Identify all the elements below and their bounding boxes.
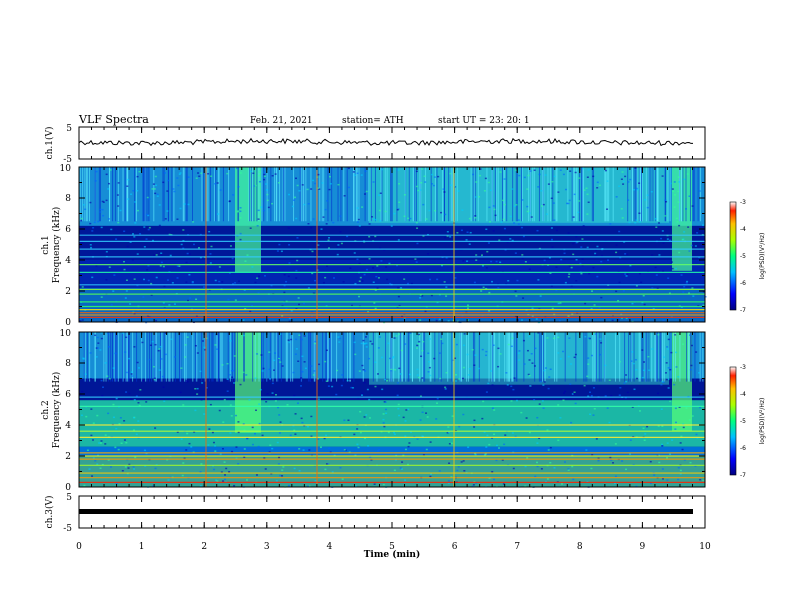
axis-tick-marks xyxy=(78,127,706,528)
ch2-colorbar-label: log(PSD)(V²/Hz) xyxy=(759,398,766,445)
figure-date: Feb. 21, 2021 xyxy=(250,116,313,126)
figure-title: VLF Spectra xyxy=(78,113,149,126)
ch1-tick-10: 10 xyxy=(60,164,72,174)
ch1-ylabel-channel: ch.1 xyxy=(41,235,51,254)
x-tick-label-2: 2 xyxy=(201,542,207,552)
ch2-ylabel-frequency: Frequency (kHz) xyxy=(51,372,62,449)
ch2-spectrogram-image xyxy=(79,332,705,489)
x-tick-label-10: 10 xyxy=(699,542,711,552)
panel-ch1-voltage: 5 -5 ch.1(V) xyxy=(44,124,706,165)
ch1v-tick-top: 5 xyxy=(66,124,72,134)
ch2-cb-tick-m7: -7 xyxy=(740,472,746,479)
ch1v-ylabel: ch.1(V) xyxy=(44,127,55,160)
ch1-ylabel-frequency: Frequency (kHz) xyxy=(51,207,62,284)
panel-ch2-spectrogram: 0 2 4 6 8 10 ch.2 Frequency (kHz) -3 -4 … xyxy=(41,329,766,493)
ch2-tick-10: 10 xyxy=(60,329,72,339)
ch2-tick-0: 0 xyxy=(65,483,71,493)
ch2-tick-6: 6 xyxy=(65,390,71,400)
ch1-spectrogram-image xyxy=(79,167,707,324)
ch1-cb-tick-m6: -6 xyxy=(740,280,746,287)
ch3v-tick-top: 5 xyxy=(66,493,72,503)
x-tick-label-7: 7 xyxy=(514,542,520,552)
x-tick-label-1: 1 xyxy=(139,542,145,552)
ch1-tick-6: 6 xyxy=(65,225,71,235)
x-axis-tick-labels: 0 1 2 3 4 5 6 7 8 9 10 xyxy=(76,542,711,552)
ch2-tick-8: 8 xyxy=(65,359,71,369)
ch3v-tick-bottom: -5 xyxy=(63,524,72,534)
x-tick-label-4: 4 xyxy=(327,542,333,552)
ch1-voltage-trace xyxy=(78,137,693,147)
figure-start-time: start UT = 23: 20: 1 xyxy=(438,116,530,126)
x-tick-label-6: 6 xyxy=(452,542,458,552)
x-axis-label: Time (min) xyxy=(364,549,421,560)
ch1-tick-2: 2 xyxy=(65,287,71,297)
ch2-cb-tick-m3: -3 xyxy=(740,364,746,371)
ch3-voltage-trace xyxy=(79,509,693,514)
ch2-ylabel-channel: ch.2 xyxy=(41,400,51,419)
ch2-colorbar xyxy=(729,366,737,476)
x-tick-label-5: 5 xyxy=(389,542,395,552)
ch2-cb-tick-m6: -6 xyxy=(740,445,746,452)
ch1-cb-tick-m4: -4 xyxy=(740,226,746,233)
ch2-cb-tick-m4: -4 xyxy=(740,391,746,398)
panel-ch1-spectrogram: 0 2 4 6 8 10 ch.1 Frequency (kHz) -3 -4 … xyxy=(41,164,766,328)
ch1-colorbar xyxy=(729,201,737,311)
panel-ch3-voltage: 5 -5 ch.3(V) xyxy=(44,493,706,534)
ch1-cb-tick-m5: -5 xyxy=(740,253,746,260)
x-tick-label-8: 8 xyxy=(577,542,583,552)
ch1-tick-8: 8 xyxy=(65,194,71,204)
x-tick-label-3: 3 xyxy=(264,542,270,552)
ch1-colorbar-label: log(PSD)(V²/Hz) xyxy=(759,233,766,280)
ch1-tick-4: 4 xyxy=(65,256,71,266)
ch2-tick-2: 2 xyxy=(65,452,71,462)
figure-station: station= ATH xyxy=(342,116,404,126)
ch1v-tick-bottom: -5 xyxy=(63,155,72,165)
x-tick-label-9: 9 xyxy=(640,542,646,552)
ch1-cb-tick-m3: -3 xyxy=(740,199,746,206)
ch2-tick-4: 4 xyxy=(65,421,71,431)
ch2-cb-tick-m5: -5 xyxy=(740,418,746,425)
ch3v-ylabel: ch.3(V) xyxy=(44,496,55,529)
ch1-cb-tick-m7: -7 xyxy=(740,307,746,314)
ch1-tick-0: 0 xyxy=(65,318,71,328)
x-tick-label-0: 0 xyxy=(76,542,82,552)
